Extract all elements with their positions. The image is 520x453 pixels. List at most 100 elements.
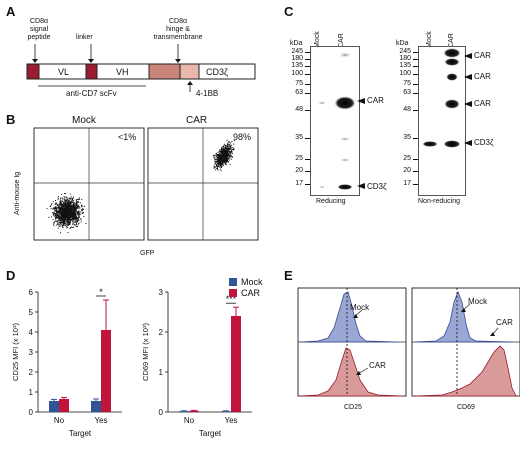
mw-marker: 75: [403, 79, 411, 87]
flow-event: [60, 208, 62, 210]
flow-event: [68, 223, 70, 225]
flow-event: [71, 208, 73, 210]
flow-event: [223, 148, 225, 150]
flow-event: [60, 212, 62, 214]
flow-event: [68, 200, 70, 202]
flow-event: [70, 206, 72, 208]
legend-item-mock: Mock: [229, 276, 263, 287]
flow-event: [221, 155, 223, 157]
flow-event: [219, 166, 221, 168]
flow-event: [228, 151, 230, 153]
mw-tick: [305, 158, 310, 160]
flow-event: [219, 163, 220, 165]
flow-event: [219, 164, 221, 166]
flow-event: [59, 217, 61, 219]
flow-event: [213, 166, 215, 168]
flow-event: [227, 160, 229, 162]
flow-event: [65, 219, 67, 221]
flow-event: [74, 211, 76, 212]
flow-event: [67, 214, 69, 216]
flow-event: [78, 215, 80, 217]
flow-event: [227, 144, 229, 146]
flow-event: [220, 165, 222, 167]
flow-event: [57, 227, 59, 229]
flow-event: [67, 220, 69, 222]
flow-event: [76, 217, 78, 219]
flow-event: [72, 215, 74, 217]
flow-event: [68, 204, 69, 206]
bar-car: [59, 399, 69, 412]
flow-event: [70, 214, 71, 216]
y-tick-label: 3: [159, 288, 164, 297]
flow-event: [221, 149, 223, 151]
western-blot-nonreducing: [418, 46, 466, 196]
flow-event: [65, 193, 67, 195]
flow-event: [71, 212, 73, 214]
flow-event: [59, 208, 61, 210]
flow-event: [64, 199, 66, 201]
flow-event: [67, 204, 69, 206]
flow-event: [223, 164, 225, 166]
flow-event: [54, 213, 56, 215]
flow-event: [231, 153, 233, 155]
flow-event: [82, 209, 84, 210]
flow-event: [218, 159, 220, 161]
flow-event: [220, 153, 222, 155]
mw-marker: 245: [399, 48, 411, 55]
flow-event: [55, 203, 57, 205]
flow-event: [65, 211, 67, 212]
panel-b-label: B: [6, 112, 16, 127]
flow-event: [68, 222, 69, 224]
histogram-cd25: [297, 287, 407, 397]
flow-event: [60, 223, 62, 225]
flow-event: [217, 161, 219, 163]
flow-event: [59, 217, 61, 219]
legend-label-car: CAR: [241, 287, 261, 298]
hist-xlabel-cd25: CD25: [344, 404, 362, 411]
flow-event: [75, 218, 76, 220]
flow-event: [221, 148, 222, 150]
mw-marker: 35: [403, 134, 411, 142]
mw-marker: 48: [403, 105, 411, 113]
flow-event: [60, 203, 62, 204]
flow-event: [72, 211, 74, 213]
flow-event: [75, 221, 77, 223]
flow-event: [75, 215, 77, 217]
flow-event: [221, 163, 223, 165]
flow-event: [68, 201, 70, 203]
flow-event: [65, 200, 67, 202]
flow-event: [78, 216, 80, 218]
mw-marker: 63: [295, 89, 303, 97]
histogram-car-cd25: [299, 347, 405, 397]
flow-event: [68, 214, 70, 216]
flow-event: [61, 221, 63, 223]
flow-event: [60, 206, 62, 208]
flow-event: [224, 146, 226, 148]
flow-event: [228, 158, 230, 160]
flow-event: [57, 198, 59, 200]
annotation-line: peptide: [27, 34, 51, 41]
flow-event: [58, 214, 60, 216]
flow-event: [225, 159, 227, 161]
flow-event: [67, 202, 69, 204]
flow-event: [78, 212, 80, 214]
legend-item-car: CAR: [229, 287, 263, 298]
flow-event: [56, 212, 57, 214]
flow-event: [233, 149, 234, 151]
flow-event: [222, 156, 223, 158]
flow-event: [215, 160, 217, 162]
flow-event: [60, 216, 62, 218]
flow-event: [53, 212, 55, 214]
flow-event: [64, 205, 65, 207]
y-axis-label: CD25 MFI (x 10³): [11, 323, 20, 381]
flow-event: [77, 206, 79, 208]
flow-event: [81, 210, 83, 212]
flow-event: [74, 214, 76, 216]
flow-event: [69, 210, 71, 212]
flow-event: [72, 207, 74, 209]
mw-tick: [305, 138, 310, 140]
legend-d: Mock CAR: [229, 276, 263, 298]
flow-event: [61, 222, 63, 224]
flow-event: [52, 219, 54, 221]
flow-event: [229, 164, 231, 166]
